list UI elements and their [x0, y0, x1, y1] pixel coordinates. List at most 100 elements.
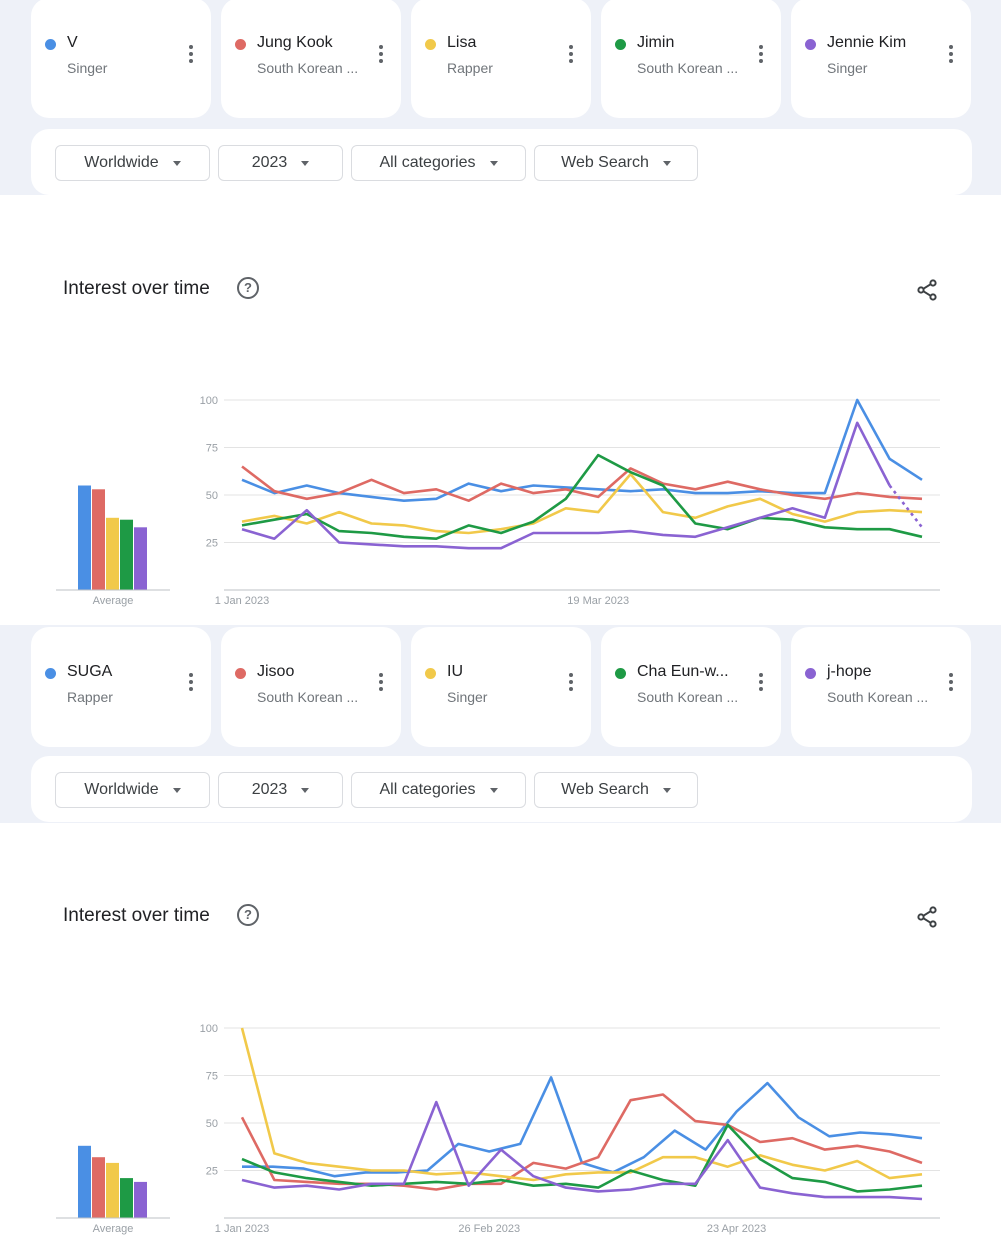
- term-name: V: [67, 34, 78, 51]
- term-name: Jennie Kim: [827, 34, 907, 51]
- filter-label: All categories: [379, 781, 476, 798]
- search-type-filter[interactable]: Web Search: [534, 145, 698, 181]
- chart-title: Interest over time: [63, 278, 210, 299]
- x-tick-label: 19 Mar 2023: [567, 595, 629, 607]
- term-card[interactable]: Jennie Kim Singer: [791, 0, 971, 118]
- series-color-dot: [45, 39, 56, 50]
- more-options-icon[interactable]: [759, 45, 763, 63]
- term-subtitle: South Korean ...: [257, 689, 359, 705]
- average-bar: [120, 1178, 133, 1218]
- more-options-icon[interactable]: [759, 673, 763, 691]
- term-name: Jimin: [637, 34, 675, 51]
- series-color-dot: [425, 39, 436, 50]
- term-name: Cha Eun-w...: [637, 663, 729, 680]
- y-tick-label: 100: [200, 395, 218, 407]
- term-name: Jung Kook: [257, 34, 333, 51]
- term-subtitle: Singer: [827, 60, 868, 76]
- caret-down-icon: [301, 160, 310, 166]
- term-name: Jisoo: [257, 663, 295, 680]
- average-bar: [78, 1145, 91, 1218]
- term-card[interactable]: V Singer: [31, 0, 211, 118]
- share-icon[interactable]: [915, 278, 939, 302]
- y-tick-label: 100: [200, 1023, 218, 1035]
- term-card[interactable]: Cha Eun-w... South Korean ...: [601, 627, 781, 747]
- average-bar: [134, 1181, 147, 1218]
- average-bar: [106, 517, 119, 590]
- category-filter[interactable]: All categories: [351, 145, 526, 181]
- series-line: [241, 472, 923, 535]
- region-filter[interactable]: Worldwide: [55, 772, 210, 808]
- y-tick-label: 75: [206, 1071, 218, 1083]
- region-filter[interactable]: Worldwide: [55, 145, 210, 181]
- time-filter[interactable]: 2023: [218, 772, 343, 808]
- chart-title: Interest over time: [63, 905, 210, 926]
- more-options-icon[interactable]: [379, 673, 383, 691]
- share-icon[interactable]: [915, 905, 939, 929]
- series-color-dot: [425, 668, 436, 679]
- caret-down-icon: [662, 787, 671, 793]
- more-options-icon[interactable]: [189, 45, 193, 63]
- average-bar: [106, 1162, 119, 1218]
- term-card[interactable]: Jung Kook South Korean ...: [221, 0, 401, 118]
- term-card[interactable]: Lisa Rapper: [411, 0, 591, 118]
- term-subtitle: Singer: [67, 60, 108, 76]
- help-icon[interactable]: ?: [237, 904, 259, 926]
- series-color-dot: [805, 39, 816, 50]
- more-options-icon[interactable]: [189, 673, 193, 691]
- series-line: [240, 1027, 923, 1182]
- series-line: [242, 1076, 923, 1178]
- series-line-partial: [888, 484, 924, 529]
- filter-label: Web Search: [561, 154, 649, 171]
- y-tick-label: 75: [206, 443, 218, 455]
- more-options-icon[interactable]: [949, 673, 953, 691]
- term-subtitle: South Korean ...: [637, 689, 739, 705]
- term-card[interactable]: IU Singer: [411, 627, 591, 747]
- term-card[interactable]: j-hope South Korean ...: [791, 627, 971, 747]
- term-subtitle: South Korean ...: [257, 60, 359, 76]
- term-name: SUGA: [67, 663, 113, 680]
- series-color-dot: [615, 39, 626, 50]
- filter-label: All categories: [379, 154, 476, 171]
- caret-down-icon: [489, 160, 498, 166]
- series-line: [241, 465, 923, 502]
- series-color-dot: [235, 668, 246, 679]
- more-options-icon[interactable]: [569, 45, 573, 63]
- filter-label: Worldwide: [84, 154, 159, 171]
- line-chart-2: 100 75 50 25 1 Jan 2023 26 Feb 2023 23 Apr 202…: [56, 1023, 940, 1235]
- help-icon[interactable]: ?: [237, 277, 259, 299]
- caret-down-icon: [172, 787, 181, 793]
- y-tick-label: 25: [206, 538, 218, 550]
- filter-label: Web Search: [561, 781, 649, 798]
- average-bar: [92, 1157, 105, 1218]
- time-filter[interactable]: 2023: [218, 145, 343, 181]
- category-filter[interactable]: All categories: [351, 772, 526, 808]
- line-chart-1: 100 75 50 25 1 Jan 2023 19 Mar 2023 Average: [56, 395, 940, 607]
- average-bar: [92, 489, 105, 590]
- average-bar: [134, 527, 147, 590]
- caret-down-icon: [489, 787, 498, 793]
- average-bar: [78, 485, 91, 590]
- term-subtitle: South Korean ...: [637, 60, 739, 76]
- more-options-icon[interactable]: [379, 45, 383, 63]
- filter-label: 2023: [251, 781, 288, 798]
- series-color-dot: [235, 39, 246, 50]
- caret-down-icon: [172, 160, 181, 166]
- term-card[interactable]: Jisoo South Korean ...: [221, 627, 401, 747]
- term-card[interactable]: SUGA Rapper: [31, 627, 211, 747]
- term-subtitle: Rapper: [67, 689, 113, 705]
- term-card[interactable]: Jimin South Korean ...: [601, 0, 781, 118]
- average-label: Average: [93, 1223, 134, 1235]
- x-tick-label: 26 Feb 2023: [458, 1223, 520, 1235]
- x-tick-label: 1 Jan 2023: [215, 1223, 269, 1235]
- search-type-filter[interactable]: Web Search: [534, 772, 698, 808]
- series-color-dot: [805, 668, 816, 679]
- filter-label: Worldwide: [84, 781, 159, 798]
- series-line: [241, 421, 891, 550]
- term-name: j-hope: [827, 663, 872, 680]
- filter-bar: Worldwide 2023 All categories Web Search: [31, 129, 972, 195]
- more-options-icon[interactable]: [949, 45, 953, 63]
- y-tick-label: 25: [206, 1166, 218, 1178]
- more-options-icon[interactable]: [569, 673, 573, 691]
- average-label: Average: [93, 595, 134, 607]
- filter-bar: Worldwide 2023 All categories Web Search: [31, 756, 972, 822]
